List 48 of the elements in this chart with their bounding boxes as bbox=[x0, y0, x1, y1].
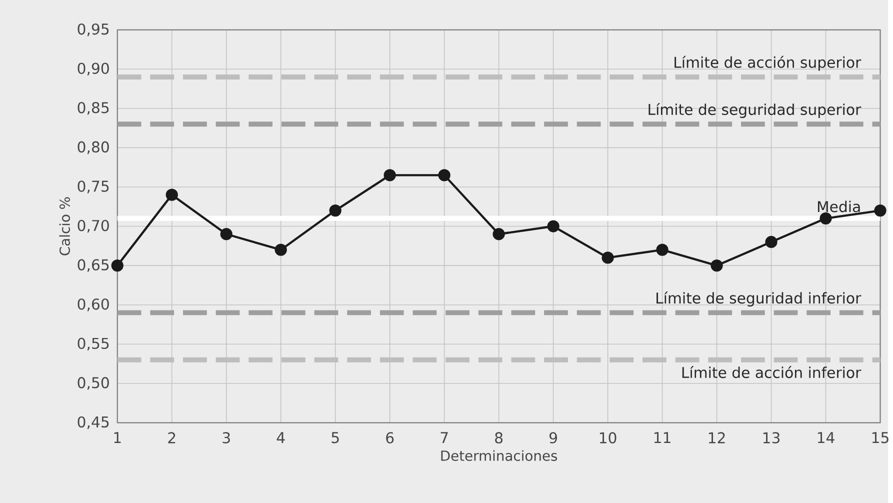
point bbox=[384, 168, 396, 182]
ref-line-label: Media bbox=[818, 200, 860, 212]
x-tick-label: 5 bbox=[332, 432, 339, 444]
point bbox=[492, 228, 505, 240]
point bbox=[547, 220, 560, 232]
y-tick-label: 0,85 bbox=[78, 102, 109, 115]
x-tick-label: 4 bbox=[276, 432, 285, 443]
y-tick-label: 0,90 bbox=[78, 62, 109, 76]
ref-line-label: Límite de acción inferior bbox=[682, 366, 862, 378]
point bbox=[820, 212, 832, 224]
ref-line-label: Límite de acción superior bbox=[674, 56, 862, 71]
y-tick-label: 0,80 bbox=[78, 141, 109, 154]
x-axis-title: Determinaciones bbox=[441, 450, 558, 461]
y-tick-label: 0,50 bbox=[78, 376, 109, 390]
point bbox=[220, 228, 232, 240]
point bbox=[329, 204, 342, 216]
y-tick-label: 0,55 bbox=[78, 338, 109, 350]
ref-line-label: Límite de seguridad superior bbox=[648, 102, 862, 118]
x-tick-label: 7 bbox=[440, 432, 448, 443]
point bbox=[874, 204, 886, 216]
x-tick-label: 10 bbox=[600, 432, 616, 444]
x-tick-label: 12 bbox=[708, 432, 725, 444]
y-tick-label: 0,75 bbox=[78, 180, 109, 194]
y-tick-label: 0,65 bbox=[78, 259, 109, 272]
x-tick-label: 3 bbox=[222, 432, 230, 444]
y-tick-label: 0,45 bbox=[78, 416, 109, 429]
x-tick-label: 1 bbox=[114, 432, 121, 443]
x-tick-label: 11 bbox=[654, 432, 670, 443]
point bbox=[602, 252, 614, 264]
x-tick-label: 9 bbox=[550, 432, 557, 444]
y-axis-title: Calcio % bbox=[59, 197, 70, 256]
y-tick-label: 0,60 bbox=[78, 298, 109, 312]
x-tick-label: 6 bbox=[386, 432, 394, 444]
y-tick-label: 0,70 bbox=[78, 220, 109, 233]
point bbox=[438, 168, 450, 182]
point bbox=[111, 259, 124, 272]
x-tick-label: 8 bbox=[495, 432, 503, 444]
x-tick-label: 13 bbox=[763, 432, 780, 444]
point bbox=[765, 236, 778, 248]
point bbox=[656, 244, 668, 256]
point bbox=[710, 259, 723, 272]
x-tick-label: 14 bbox=[818, 432, 834, 443]
point bbox=[166, 188, 178, 201]
point bbox=[274, 244, 287, 256]
ref-line-label: Límite de seguridad inferior bbox=[656, 291, 862, 306]
x-tick-label: 2 bbox=[168, 432, 176, 444]
y-tick-label: 0,95 bbox=[78, 23, 109, 36]
x-tick-label: 15 bbox=[872, 432, 888, 444]
